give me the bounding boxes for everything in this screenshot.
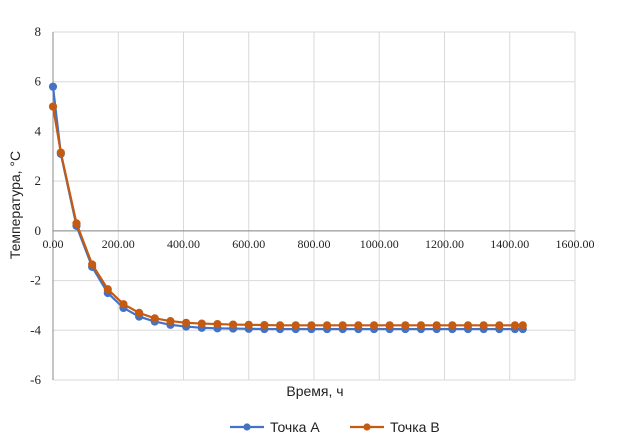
legend-marker [243, 423, 251, 431]
legend-label: Точка В [390, 419, 440, 435]
data-point [103, 285, 112, 294]
data-point [88, 260, 97, 269]
y-tick-label: 8 [35, 24, 42, 39]
data-point [495, 321, 504, 330]
series-a [48, 82, 527, 334]
data-point [150, 314, 159, 323]
data-point [510, 321, 520, 330]
data-point [56, 148, 65, 157]
series-line [51, 86, 523, 331]
series-line [51, 106, 523, 327]
y-tick-label: -2 [30, 273, 41, 288]
y-tick-label: 0 [35, 223, 42, 238]
y-tick-label: 2 [35, 173, 42, 188]
legend: Точка А Точка В [230, 419, 440, 435]
data-point [119, 300, 128, 309]
legend-marker [363, 423, 371, 431]
data-point [322, 321, 332, 330]
data-point [213, 319, 222, 329]
data-point [291, 321, 300, 330]
y-tick-label: -6 [30, 372, 41, 387]
x-tick-label: 400.00 [167, 237, 200, 251]
data-point [197, 319, 206, 328]
data-point [401, 321, 410, 330]
y-tick-label: 6 [35, 74, 42, 89]
data-point [135, 308, 144, 317]
data-point [369, 321, 379, 330]
y-tick-label: -4 [30, 322, 41, 337]
x-tick-label: 1600.00 [556, 237, 595, 251]
data-point [48, 102, 58, 111]
x-tick-label: 200.00 [102, 237, 135, 251]
legend-item: Точка А [230, 419, 320, 435]
x-tick-label: 800.00 [298, 237, 331, 251]
data-point [166, 316, 175, 326]
x-tick-label: 1000.00 [360, 237, 399, 251]
data-point [244, 320, 253, 329]
data-point [275, 321, 285, 330]
data-point [48, 82, 58, 91]
y-axis-title: Температура, °C [7, 151, 23, 259]
y-tick-label: 4 [35, 123, 42, 138]
legend-label: Точка А [270, 419, 320, 435]
data-point [354, 321, 363, 330]
data-point [518, 321, 527, 330]
data-point [182, 318, 191, 327]
data-point [479, 321, 488, 330]
data-point [307, 321, 316, 330]
data-point [228, 320, 238, 329]
x-tick-label: 1200.00 [425, 237, 464, 251]
data-point [432, 321, 441, 330]
data-point [260, 320, 269, 330]
series-b [48, 102, 527, 330]
x-tick-label: 600.00 [232, 237, 265, 251]
data-point [416, 321, 426, 330]
data-point [338, 321, 347, 330]
x-tick-label: 1400.00 [490, 237, 529, 251]
legend-item: Точка В [350, 419, 440, 435]
x-axis-title: Время, ч [286, 383, 343, 399]
data-point [463, 321, 473, 330]
data-point [72, 219, 81, 228]
data-point [385, 321, 394, 330]
x-tick-label: 0.00 [43, 237, 64, 251]
tick-labels: -6 -4 -2 0 2 4 6 8 0.00 200.00 400.00 600.00 800.00 1… [30, 24, 594, 387]
series [48, 82, 527, 334]
data-point [448, 321, 457, 330]
